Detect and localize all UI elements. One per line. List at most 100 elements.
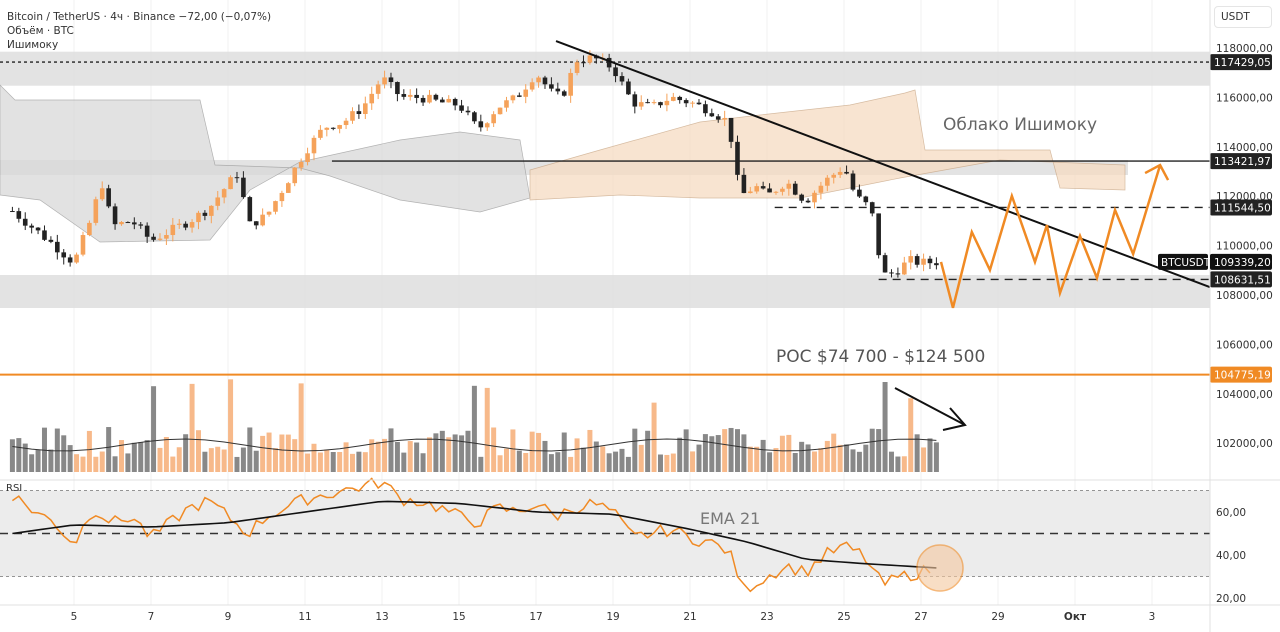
candle-body	[882, 255, 888, 273]
candle-body	[773, 191, 779, 193]
symbol-tag	[1158, 253, 1208, 270]
ema21-line	[12, 500, 937, 569]
volume-bar	[125, 453, 131, 472]
volume-bar	[863, 444, 869, 472]
volume-bar	[61, 435, 67, 472]
rsi-label: RSI	[6, 483, 22, 494]
volume-bar	[888, 451, 894, 472]
volume-bar	[86, 430, 92, 472]
candle-body	[690, 102, 695, 104]
price-tick: 112000,00	[1216, 191, 1273, 203]
candle-body	[446, 98, 452, 103]
level-label: 108631,51	[1214, 274, 1271, 286]
volume-bar	[439, 430, 445, 472]
level-tag	[1210, 153, 1272, 170]
candle-body	[780, 188, 785, 192]
volume-bar	[195, 430, 201, 472]
volume-bar	[741, 434, 747, 472]
candle-body	[99, 188, 105, 200]
candle-body	[311, 137, 317, 154]
rsi-tick: 60,00	[1216, 507, 1246, 519]
volume-bar	[882, 382, 888, 472]
volume-bar	[728, 427, 734, 472]
time-tick: 7	[148, 611, 155, 623]
candle-body	[433, 94, 439, 100]
volume-bar	[157, 447, 163, 472]
candle-body	[921, 258, 926, 265]
level-tag	[1210, 271, 1272, 288]
volume-bar	[54, 428, 60, 472]
volume-bar	[292, 439, 298, 472]
candle-body	[279, 192, 285, 202]
volume-bar	[690, 451, 696, 472]
volume-bar	[112, 456, 118, 472]
volume-bar	[760, 439, 766, 472]
volume-bar	[330, 452, 336, 472]
volume-bar	[170, 456, 176, 472]
candle-body	[440, 99, 445, 103]
candle-body	[414, 94, 419, 98]
candle-body	[170, 224, 176, 236]
volume-bar	[343, 442, 349, 472]
candle-body	[292, 167, 298, 184]
volume-bar	[503, 448, 509, 472]
volume-bar	[382, 438, 388, 472]
candle-body	[221, 189, 227, 198]
rsi-highlight-circle	[916, 544, 964, 592]
candle-body	[241, 177, 246, 198]
volume-bar	[619, 448, 625, 472]
price-tick: 110000,00	[1216, 241, 1273, 253]
last-price-tag	[1210, 253, 1272, 270]
candle-body	[574, 62, 580, 73]
candle-body	[80, 235, 86, 255]
candle-body	[318, 129, 323, 138]
candle-body	[542, 77, 548, 85]
volume-bar	[285, 434, 291, 472]
volume-bar	[208, 448, 214, 472]
volume-bar	[349, 453, 355, 472]
candle-body	[722, 117, 727, 120]
chart-legend: Bitcoin / TetherUS · 4ч · Binance −72,00…	[7, 10, 271, 52]
volume-bar	[587, 429, 593, 472]
volume-bar	[324, 449, 330, 472]
volume-bar	[818, 448, 824, 472]
ema-annotation: EMA 21	[700, 509, 760, 528]
symbol-info[interactable]: Bitcoin / TetherUS · 4ч · Binance −72,00…	[7, 11, 272, 23]
volume-bar	[548, 454, 554, 472]
candle-body	[908, 256, 914, 263]
volume-bar	[497, 455, 503, 472]
candle-body	[837, 171, 843, 175]
volume-bar	[375, 441, 381, 472]
candle-body	[420, 97, 426, 103]
candle-body	[61, 252, 67, 258]
volume-bar	[645, 430, 651, 472]
candle-body	[395, 82, 400, 95]
ichimoku-indicator-label[interactable]: Ишимоку	[7, 39, 59, 51]
resistance-zone	[0, 51, 1210, 86]
volume-bar	[138, 442, 144, 472]
volume-bar	[401, 452, 407, 472]
time-tick: Окт	[1064, 611, 1087, 623]
volume-bar	[305, 453, 311, 472]
volume-bar	[632, 428, 638, 472]
volume-bar	[228, 379, 234, 472]
candle-body	[844, 171, 849, 174]
volume-indicator-label[interactable]: Объём · BTC	[7, 25, 74, 37]
symbol-tag-label: BTCUSDT	[1161, 257, 1211, 269]
candle-body	[176, 223, 182, 225]
volume-bar	[93, 456, 99, 472]
level-tag	[1210, 54, 1272, 71]
candle-body	[388, 77, 394, 83]
candle-body	[728, 117, 734, 142]
volume-bar	[844, 444, 850, 472]
candle-body	[651, 102, 657, 104]
volume-bar	[35, 449, 41, 472]
time-tick: 23	[760, 611, 773, 623]
volume-bar	[811, 451, 817, 472]
volume-bar	[202, 451, 208, 472]
last-price-label: 109339,20	[1214, 257, 1271, 269]
candle-body	[767, 188, 772, 193]
candle-body	[664, 100, 670, 106]
currency-button[interactable]: USDT	[1214, 6, 1272, 28]
